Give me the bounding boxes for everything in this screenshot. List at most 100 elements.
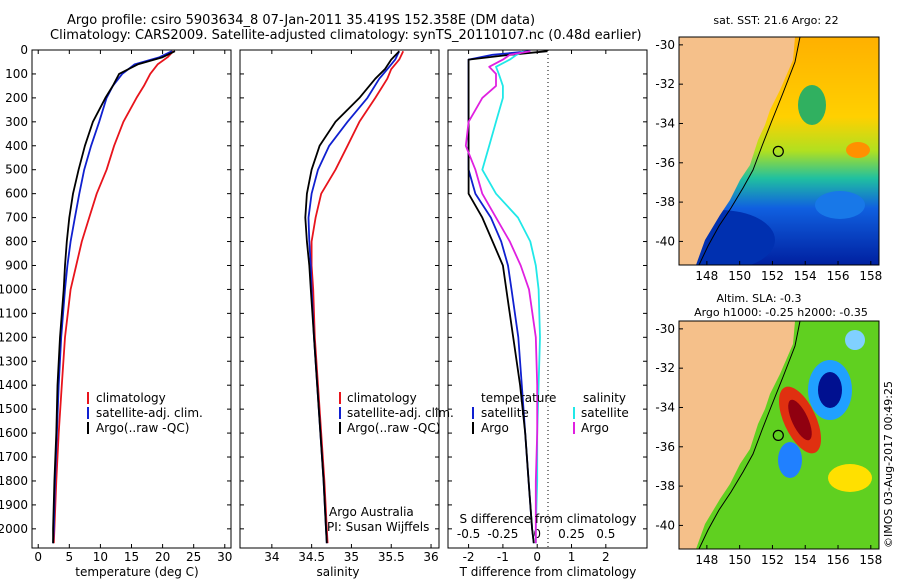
temperature-plot-frame [31,49,232,549]
sla-map-axes: 148 150 152 154 156 158 -30 -32 -34 -36 -38 -40 [655,322,882,567]
x-tick-label: 35 [344,550,359,564]
legend-label-satellite: satellite-adj. clim. [347,406,454,420]
sla-low-anomaly [845,330,865,350]
x-tick-label: 34.5 [298,550,325,564]
legend-label-argo: Argo(..raw -QC) [347,421,440,435]
sla-map-subtitle: Argo h1000: -0.25 h2000: -0.35 [694,306,868,319]
annotation-argo-australia: Argo Australia [329,505,414,519]
s-tick-label: 0.25 [558,527,585,541]
map-y-tick-label: -38 [655,479,675,493]
map-x-tick-label: 158 [859,269,882,283]
coastline [698,37,801,265]
depth-tick-label: 300 [5,115,28,129]
map-y-tick-label: -36 [655,440,675,454]
difference-xlabel: T difference from climatology [459,565,637,579]
land [679,321,795,549]
x-tick-label: 1 [568,550,576,564]
depth-tick-label: 1500 [0,402,28,416]
map-x-tick-label: 148 [695,553,718,567]
sla-high-anomaly-core [788,399,812,441]
t-diff-argo-line [467,50,548,544]
x-tick-label: 0 [533,550,541,564]
temperature-argo-line [52,50,176,544]
argo-position-marker [772,145,784,157]
depth-tick-label: 2000 [0,522,28,536]
x-tick-label: 34 [264,550,279,564]
argo-position-marker [772,429,784,441]
temperature-plot: 0 5 10 15 20 25 30 [34,50,232,564]
depth-tick-label: 1200 [0,330,28,344]
x-tick-label: 20 [155,550,170,564]
map-x-tick-label: 156 [827,269,850,283]
temperature-legend: climatology satellite-adj. clim. Argo(..… [87,391,203,435]
x-tick-label: -2 [463,550,475,564]
map-x-tick-label: 154 [794,553,817,567]
map-y-tick-label: -38 [655,195,675,209]
depth-tick-label: 600 [5,187,28,201]
depth-tick-label: 1900 [0,498,28,512]
difference-xlabel-top: S difference from climatology [460,512,637,526]
sla-map-frame [678,320,880,550]
annotation-pi: PI: Susan Wijffels [327,520,429,534]
watermark: ©IMOS 03-Aug-2017 00:49:25 [882,381,895,548]
x-tick-label: 10 [93,550,108,564]
map-x-tick-label: 158 [859,553,882,567]
sla-map-title: Altim. SLA: -0.3 [716,292,801,305]
legend-header-temperature: temperature [481,391,556,405]
map-y-tick-label: -40 [655,518,675,532]
legend-label-argo: Argo(..raw -QC) [96,421,189,435]
depth-tick-label: 1800 [0,474,28,488]
map-x-tick-label: 150 [728,553,751,567]
sst-cold-patch [815,191,865,219]
map-y-tick-label: -40 [655,234,675,248]
temperature-xlabel: temperature (deg C) [75,565,198,579]
legend-label-climatology: climatology [347,391,417,405]
sla-low-anomaly [778,442,802,478]
depth-tick-label: 700 [5,211,28,225]
x-tick-label: 30 [217,550,232,564]
sla-warm-patch [828,464,872,492]
sst-cold-patch [798,85,826,125]
x-tick-label: 25 [186,550,201,564]
depth-tick-label: 1300 [0,354,28,368]
s-tick-label: 0 [533,527,541,541]
map-x-tick-label: 150 [728,269,751,283]
sst-warm-patch [846,142,870,158]
x-tick-label: 0 [34,550,42,564]
s-tick-label: 0.5 [596,527,615,541]
sst-map-title: sat. SST: 21.6 Argo: 22 [713,14,838,27]
map-y-tick-label: -30 [655,322,675,336]
map-x-tick-label: 152 [761,553,784,567]
depth-tick-label: 200 [5,91,28,105]
depth-axis: 0 100 200 300 400 500 600 700 800 900 1000 1100 1200… [0,43,647,536]
map-x-tick-label: 156 [827,553,850,567]
x-tick-label: 36 [423,550,438,564]
land [679,37,795,265]
sla-low-anomaly-core [818,372,842,408]
depth-tick-label: 1000 [0,282,28,296]
salinity-plot: 34 34.5 35 35.5 36 [264,50,439,564]
x-tick-label: 35.5 [378,550,405,564]
legend-label-s-argo: Argo [581,421,609,435]
coastline [698,321,801,549]
s-diff-argo-line [464,50,539,544]
s-tick-label: -0.5 [457,527,480,541]
legend-label-climatology: climatology [96,391,166,405]
depth-tick-label: 1600 [0,426,28,440]
depth-tick-label: 1700 [0,450,28,464]
temperature-climatology-line [52,50,174,544]
map-x-tick-label: 148 [695,269,718,283]
x-tick-label: 15 [124,550,139,564]
difference-legend: temperature salinity satellite Argo sate… [472,391,629,435]
salinity-xlabel: salinity [316,565,359,579]
map-x-tick-label: 152 [761,269,784,283]
salinity-legend: climatology satellite-adj. clim. Argo(..… [339,391,454,435]
map-y-tick-label: -32 [655,77,675,91]
sst-map-frame [678,36,880,266]
x-tick-label: -1 [497,550,509,564]
depth-tick-label: 400 [5,139,28,153]
map-x-tick-label: 154 [794,269,817,283]
s-tick-label: -0.25 [487,527,518,541]
sst-map-axes: 148 150 152 154 156 158 -30 -32 -34 -36 -38 -40 [655,38,882,283]
